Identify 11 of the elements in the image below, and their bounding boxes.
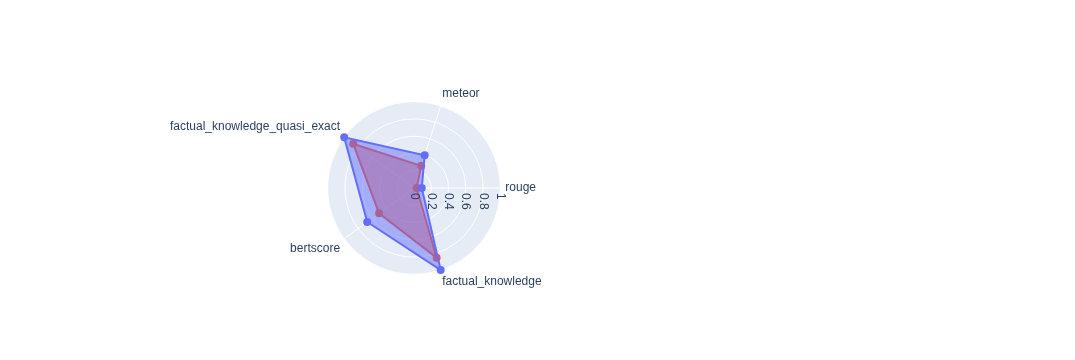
spoke-label: factual_knowledge	[442, 274, 542, 289]
y-tick-label: 0.8	[476, 193, 491, 211]
spoke-label: rouge	[505, 180, 537, 195]
spoke-label: factual_knowledge_quasi_exact	[170, 119, 341, 134]
y-tick-label: 0.6	[459, 193, 474, 211]
y-tick-label: 1	[494, 193, 509, 200]
spoke-label: bertscore	[290, 241, 341, 256]
y-tick-label: 0.2	[424, 193, 439, 211]
y-tick-label: 0.4	[442, 193, 457, 211]
y-tick-label: 0	[407, 193, 422, 200]
spoke-label: meteor	[442, 86, 480, 101]
